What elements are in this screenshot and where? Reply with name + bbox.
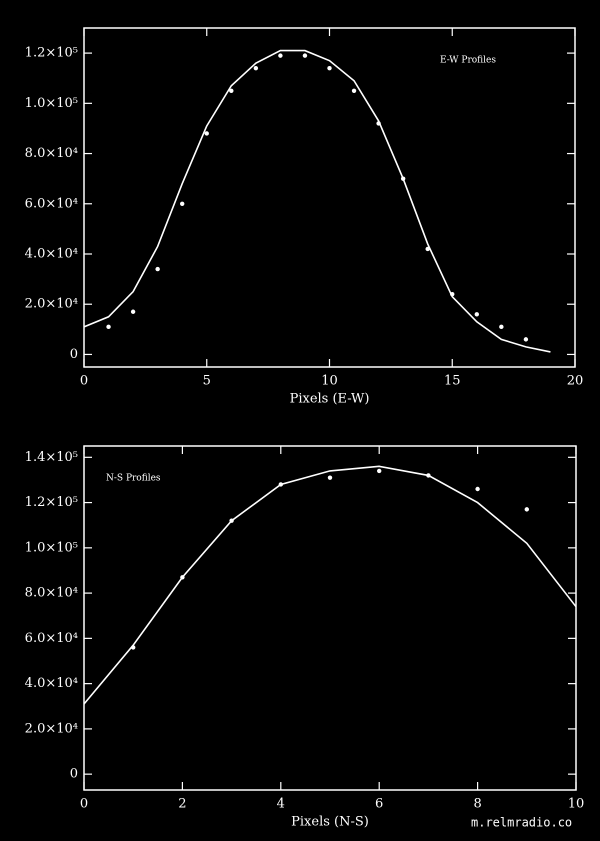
annotation: E-W Profiles: [440, 56, 496, 66]
x-tick-label: 4: [277, 797, 285, 812]
x-axis-label: Pixels (N-S): [291, 815, 369, 830]
y-tick-label: 6.0×10⁴: [25, 196, 78, 211]
data-point: [180, 201, 185, 206]
x-tick-label: 10: [568, 797, 585, 812]
data-point: [302, 53, 308, 58]
x-tick-label: 15: [444, 374, 461, 389]
y-tick-label: 2.0×10⁴: [25, 721, 78, 736]
x-tick-label: 2: [178, 797, 186, 812]
x-tick-label: 8: [473, 797, 481, 812]
data-point: [253, 65, 259, 71]
data-point: [155, 266, 160, 272]
data-point: [327, 475, 333, 480]
data-point: [377, 468, 382, 474]
plot-frame: [83, 27, 576, 368]
data-point: [523, 337, 529, 342]
y-tick-label: 1.4×10⁵: [25, 450, 78, 465]
y-tick-label: 1.0×10⁵: [25, 540, 78, 555]
x-tick-label: 0: [80, 374, 88, 389]
data-point: [130, 309, 136, 314]
data-point: [327, 65, 332, 71]
data-point: [351, 88, 357, 93]
x-tick-label: 5: [203, 374, 211, 389]
y-tick-label: 0: [70, 767, 78, 782]
watermark: m.relmradio.co: [471, 816, 572, 830]
data-point: [229, 88, 234, 93]
data-point: [204, 131, 209, 136]
data-point: [475, 486, 480, 492]
y-tick-label: 1.2×10⁵: [25, 46, 78, 61]
x-axis-label: Pixels (E-W): [290, 392, 370, 407]
y-tick-label: 4.0×10⁴: [25, 676, 78, 691]
y-tick-label: 6.0×10⁴: [25, 631, 78, 646]
y-tick-label: 2.0×10⁴: [25, 297, 78, 312]
y-tick-label: 1.0×10⁵: [25, 96, 78, 111]
data-point: [499, 324, 504, 330]
x-tick-label: 20: [567, 374, 584, 389]
y-tick-label: 8.0×10⁴: [25, 146, 78, 161]
data-point: [106, 324, 111, 330]
x-tick-label: 6: [375, 797, 383, 812]
y-tick-label: 0: [70, 347, 78, 362]
y-tick-label: 8.0×10⁴: [25, 586, 78, 601]
x-tick-label: 0: [80, 797, 88, 812]
data-point: [278, 53, 283, 58]
fit-line: [83, 49, 551, 353]
data-point: [474, 312, 479, 317]
fit-line: [83, 465, 577, 705]
x-tick-label: 10: [321, 374, 338, 389]
y-tick-label: 4.0×10⁴: [25, 247, 78, 262]
data-point: [524, 507, 529, 512]
plot-frame: [83, 445, 577, 791]
annotation: N-S Profiles: [106, 474, 161, 484]
y-tick-label: 1.2×10⁵: [25, 495, 78, 510]
